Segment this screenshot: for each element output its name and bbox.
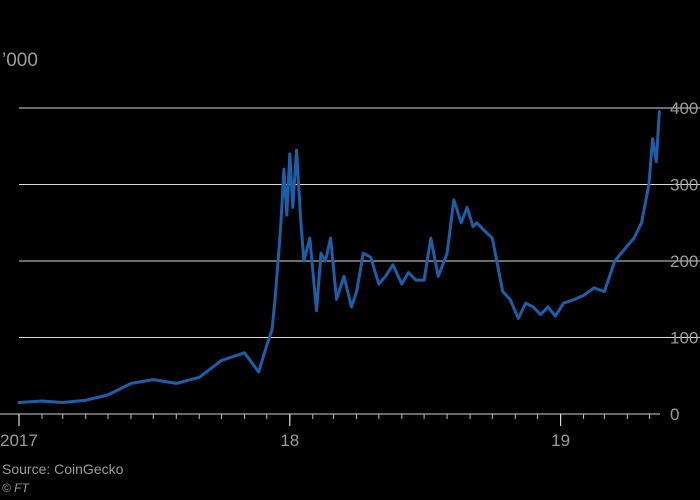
data-point	[265, 344, 268, 346]
data-point	[460, 221, 463, 224]
data-point	[271, 329, 273, 331]
x-tick-label: 18	[280, 431, 299, 450]
data-point	[407, 271, 410, 274]
data-point	[613, 260, 616, 262]
data-point	[466, 206, 468, 209]
y-axis-unit-label: ’000	[2, 50, 38, 71]
data-point	[329, 237, 332, 240]
data-point	[640, 221, 643, 224]
data-point	[277, 252, 280, 255]
y-tick-label: 300	[670, 176, 698, 195]
data-point	[152, 378, 155, 381]
data-point	[658, 110, 661, 113]
data-point	[61, 401, 64, 404]
data-point	[291, 206, 294, 209]
data-point	[243, 351, 246, 354]
data-point	[198, 376, 201, 379]
x-tick-label: 19	[551, 431, 570, 450]
y-tick-label: 100	[670, 329, 698, 348]
data-point	[350, 306, 353, 308]
data-point	[472, 225, 474, 228]
data-point	[446, 252, 448, 255]
data-point	[84, 399, 87, 402]
data-point	[220, 359, 223, 362]
data-point	[283, 168, 285, 171]
data-point	[355, 290, 358, 293]
data-point	[300, 221, 302, 224]
data-point	[423, 279, 425, 281]
data-point	[384, 275, 387, 278]
data-point	[130, 382, 132, 385]
data-point	[288, 153, 291, 155]
data-point	[554, 315, 557, 317]
data-point	[626, 244, 629, 247]
data-point	[483, 229, 486, 232]
y-tick-label: 0	[670, 405, 679, 424]
data-point	[475, 221, 478, 224]
data-point	[573, 298, 576, 301]
data-point	[320, 252, 322, 255]
data-point	[437, 275, 440, 278]
data-point	[285, 214, 288, 217]
data-point	[257, 371, 260, 373]
data-point	[491, 237, 494, 240]
data-point	[274, 298, 276, 301]
y-tick-label: 200	[670, 252, 698, 271]
data-point	[532, 306, 534, 308]
data-point	[280, 221, 282, 224]
data-point	[377, 283, 380, 285]
data-point	[452, 198, 455, 201]
copyright-credit: © FT	[2, 481, 29, 495]
x-tick-label: 2017	[0, 431, 38, 450]
series-group	[17, 110, 661, 404]
data-point	[539, 313, 542, 316]
gridlines	[19, 107, 700, 338]
data-point	[593, 286, 595, 289]
y-tick-label: 400	[670, 99, 698, 118]
x-axis-ticks: 2017 18 19	[0, 414, 651, 450]
data-point	[41, 400, 43, 402]
data-point	[308, 237, 311, 240]
data-point	[547, 306, 549, 308]
data-point	[18, 401, 20, 404]
data-point	[335, 298, 338, 301]
data-point	[509, 298, 511, 301]
data-point	[175, 382, 178, 385]
data-point	[295, 149, 298, 152]
y-axis-tick-labels: 0 100 200 300 400	[670, 99, 698, 424]
data-point	[429, 237, 432, 240]
data-point	[362, 252, 365, 255]
data-point	[517, 317, 520, 320]
data-point	[603, 290, 606, 293]
source-note: Source: CoinGecko	[2, 461, 124, 477]
data-point	[501, 290, 504, 293]
data-point	[648, 183, 650, 186]
data-point	[369, 256, 372, 259]
data-point	[343, 275, 345, 278]
data-point	[582, 294, 585, 297]
data-point	[315, 309, 318, 312]
data-point	[524, 302, 527, 304]
data-point	[655, 160, 658, 163]
data-point	[392, 263, 394, 266]
data-point	[324, 260, 327, 262]
data-point	[303, 260, 305, 262]
series-line	[17, 110, 661, 404]
data-point	[415, 279, 417, 281]
data-point	[107, 394, 109, 396]
data-point	[633, 237, 635, 240]
data-point	[562, 302, 565, 304]
data-point	[400, 283, 403, 285]
data-point	[651, 137, 654, 140]
